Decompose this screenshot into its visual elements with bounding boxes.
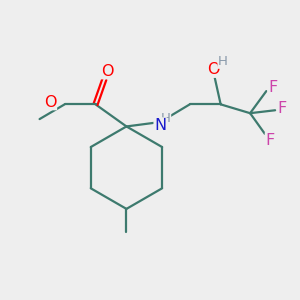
Text: F: F [278, 101, 287, 116]
Text: O: O [207, 62, 220, 77]
Text: H: H [218, 55, 228, 68]
Text: F: F [268, 80, 278, 95]
Text: F: F [266, 133, 275, 148]
Text: O: O [44, 94, 56, 110]
Text: O: O [101, 64, 114, 79]
Text: H: H [161, 112, 170, 125]
Text: N: N [154, 118, 167, 133]
